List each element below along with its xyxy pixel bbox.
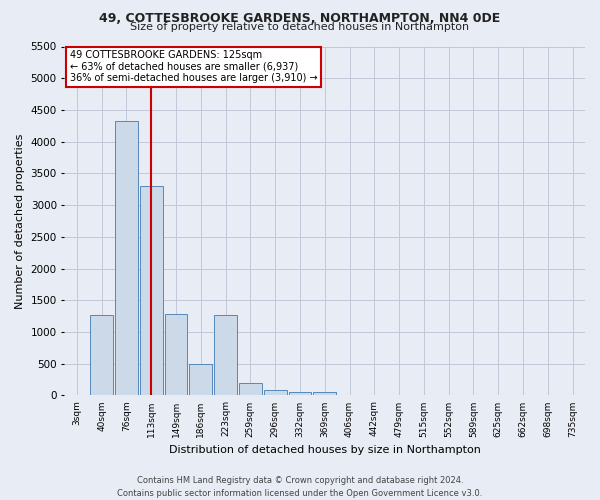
Bar [214,315,237,396]
Text: Size of property relative to detached houses in Northampton: Size of property relative to detached ho… [130,22,470,32]
Text: 49, COTTESBROOKE GARDENS, NORTHAMPTON, NN4 0DE: 49, COTTESBROOKE GARDENS, NORTHAMPTON, N… [100,12,500,26]
Y-axis label: Number of detached properties: Number of detached properties [15,134,25,308]
Bar [239,382,262,396]
Text: Contains HM Land Registry data © Crown copyright and database right 2024.
Contai: Contains HM Land Registry data © Crown c… [118,476,482,498]
Bar [264,390,287,396]
Text: 49 COTTESBROOKE GARDENS: 125sqm
← 63% of detached houses are smaller (6,937)
36%: 49 COTTESBROOKE GARDENS: 125sqm ← 63% of… [70,50,317,83]
Bar [90,316,113,396]
X-axis label: Distribution of detached houses by size in Northampton: Distribution of detached houses by size … [169,445,481,455]
Bar [289,392,311,396]
Bar [140,186,163,396]
Bar [115,120,138,396]
Bar [313,392,336,396]
Bar [164,314,187,396]
Bar [190,364,212,396]
